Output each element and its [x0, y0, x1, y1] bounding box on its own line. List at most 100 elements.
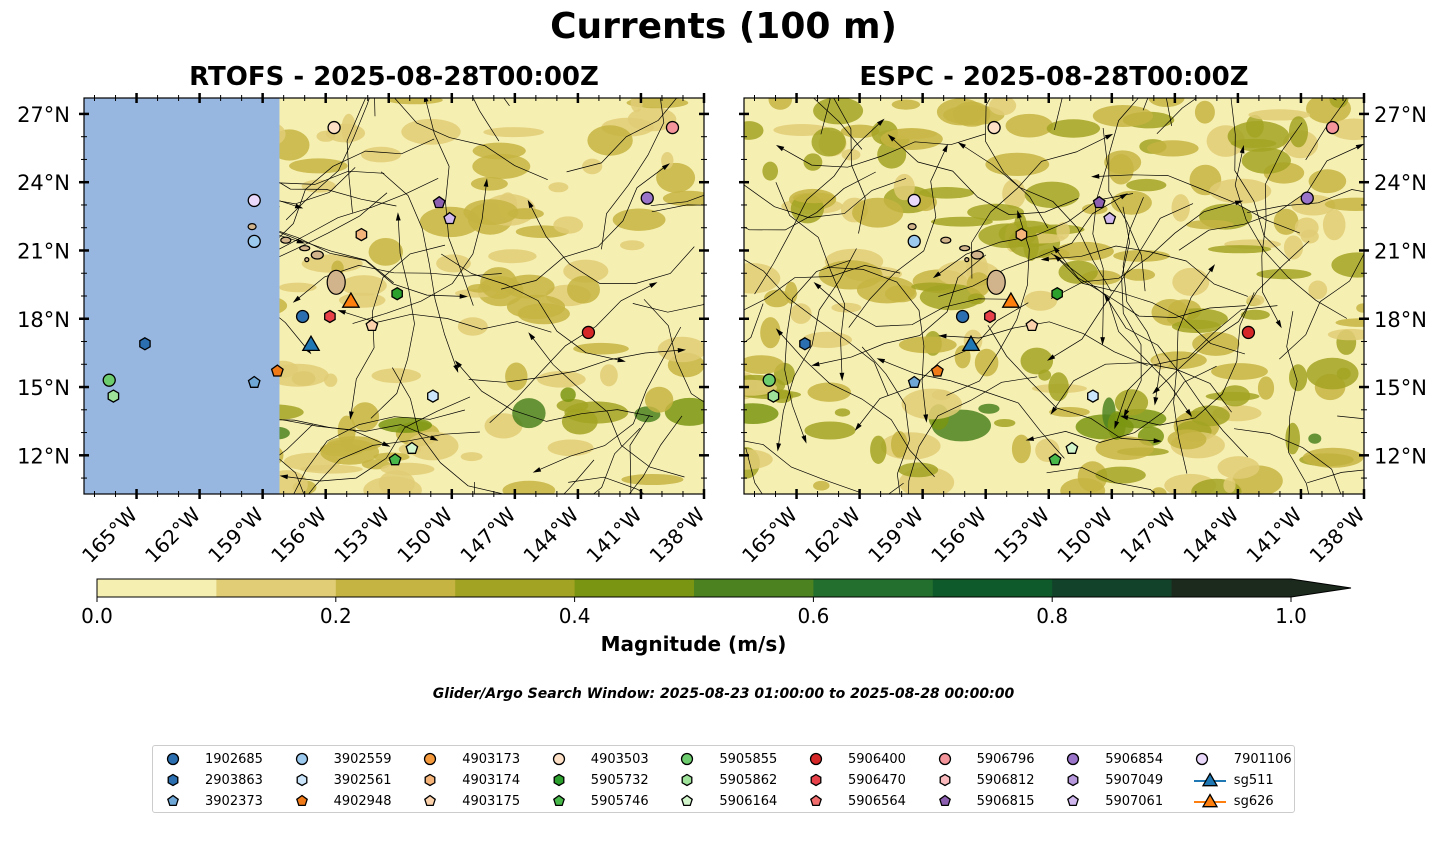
streamline-arrow [527, 199, 534, 209]
streamline [1155, 240, 1310, 391]
espc-y-tick-label: 12°N [1374, 444, 1427, 468]
magnitude-patch [664, 397, 704, 426]
streamline [293, 409, 465, 494]
rtofs-point-5906796 [665, 120, 680, 135]
legend-marker [296, 773, 308, 787]
legend-marker-icon [681, 794, 694, 807]
espc-point-4903174 [1015, 227, 1028, 242]
magnitude-patch [1256, 269, 1312, 280]
legend-marker [1067, 773, 1079, 787]
rtofs-y-tick-label: 12°N [17, 444, 70, 468]
legend-marker [552, 794, 565, 807]
magnitude-patch [1322, 209, 1346, 241]
streamline-arrow [653, 46, 658, 54]
magnitude-patch [289, 158, 348, 174]
streamline-arrow [1050, 406, 1058, 415]
magnitude-patch [1171, 194, 1190, 222]
streamline-arrow [649, 282, 658, 288]
streamline-arrow [1412, 197, 1420, 203]
legend-entry-3902559: 3902559 [292, 749, 392, 769]
magnitude-patch [898, 462, 939, 478]
colorbar-segment [216, 579, 337, 597]
magnitude-patch [870, 435, 887, 464]
streamline [1142, 98, 1149, 111]
magnitude-patch [967, 293, 986, 305]
rtofs-x-tick-label: 144°W [518, 502, 583, 567]
rtofs-x-tick-label: 138°W [645, 502, 710, 567]
legend-marker-icon [424, 794, 437, 807]
legend-label: 5906815 [976, 793, 1035, 809]
magnitude-patch [368, 238, 403, 266]
streamline-arrow [1237, 59, 1242, 67]
magnitude-patch [401, 118, 461, 145]
magnitude-patch [852, 197, 904, 228]
magnitude-patch [547, 439, 594, 457]
legend-entry-5906815: 5906815 [935, 791, 1035, 811]
streamline-arrow [791, 35, 797, 44]
magnitude-patch [744, 403, 779, 424]
magnitude-patch [974, 348, 999, 377]
legend-marker [166, 752, 180, 766]
streamline [1331, 98, 1337, 101]
streamline [857, 302, 1029, 428]
legend-marker-icon [166, 752, 180, 766]
magnitude-patch [1324, 197, 1364, 211]
legend-entry-7901106: 7901106 [1192, 749, 1292, 769]
magnitude-patch [1056, 222, 1070, 240]
streamline [775, 182, 846, 377]
streamline [1092, 127, 1108, 341]
streamline-arrow [728, 250, 736, 256]
island [326, 269, 346, 295]
streamline-arrow [932, 271, 941, 279]
magnitude-patch [1308, 433, 1322, 444]
streamline [84, 219, 92, 226]
streamline-arrow [417, 15, 424, 23]
streamline [961, 144, 1112, 292]
streamline [861, 346, 910, 494]
magnitude-patch [813, 480, 830, 491]
legend-label: sg511 [1233, 772, 1274, 788]
streamline [537, 98, 539, 99]
streamline-arrow [292, 295, 301, 303]
rtofs-point-1902685 [295, 309, 310, 324]
streamline-arrow [381, 441, 391, 447]
magnitude-patch [1220, 385, 1251, 407]
streamline-arrow [349, 411, 354, 420]
magnitude-patch [378, 417, 433, 433]
espc-point-5906815 [1092, 195, 1106, 209]
magnitude-patch [573, 342, 629, 355]
magnitude-patch [460, 452, 483, 462]
magnitude-patch [966, 272, 991, 297]
magnitude-patch [931, 216, 993, 227]
magnitude-patch [300, 464, 363, 474]
legend-marker [552, 752, 565, 766]
magnitude-patch [1273, 208, 1299, 235]
magnitude-patch [967, 203, 1024, 221]
legend-marker-icon [938, 752, 951, 766]
espc-point-sg626 [1001, 291, 1021, 308]
legend-label: 7901106 [1233, 751, 1292, 767]
island [986, 269, 1006, 295]
legend-marker [424, 773, 436, 787]
streamline-arrow [1114, 420, 1120, 430]
streamline [629, 415, 650, 494]
streamline [284, 396, 471, 482]
island [310, 250, 324, 260]
rtofs-y-tick-label: 15°N [17, 376, 70, 400]
streamline [394, 98, 548, 181]
streamline [1178, 145, 1360, 251]
rtofs-y-tick-label: 27°N [17, 103, 70, 127]
espc-point-3902561 [1087, 389, 1099, 403]
magnitude-patch [1046, 119, 1101, 138]
legend-label: 5905732 [590, 772, 649, 788]
legend-marker [681, 752, 694, 766]
island [299, 245, 311, 252]
magnitude-patch [350, 402, 380, 431]
magnitude-patch [1192, 331, 1240, 356]
rtofs-point-sg511 [301, 334, 321, 352]
magnitude-patch [1167, 429, 1207, 450]
streamline [777, 248, 857, 447]
streamline-arrow [423, 98, 429, 103]
legend-entry-5907049: 5907049 [1063, 770, 1163, 790]
streamline [632, 303, 704, 313]
